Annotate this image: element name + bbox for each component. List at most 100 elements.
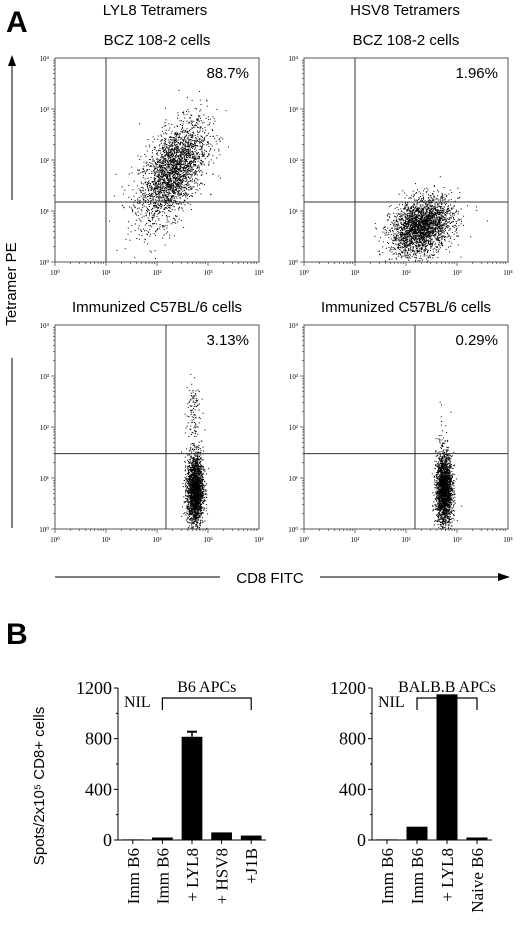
event-dot xyxy=(158,219,160,221)
event-dot xyxy=(191,146,193,148)
event-dot xyxy=(189,153,190,155)
event-dot xyxy=(423,238,425,239)
event-dot xyxy=(153,233,155,235)
event-dot xyxy=(177,162,179,164)
event-dot xyxy=(187,109,189,111)
event-dot xyxy=(439,222,441,224)
event-dot xyxy=(442,224,444,226)
event-dot xyxy=(178,203,180,205)
event-dot xyxy=(186,171,188,173)
event-dot xyxy=(394,229,396,231)
event-dot xyxy=(170,199,172,201)
event-dot xyxy=(140,209,142,210)
event-dot xyxy=(115,173,117,175)
event-dot xyxy=(400,232,402,234)
event-dot xyxy=(437,235,439,237)
event-dot xyxy=(441,216,443,218)
event-dot xyxy=(167,148,169,150)
event-dot xyxy=(439,236,441,238)
event-dot xyxy=(184,166,186,168)
event-dot xyxy=(438,227,440,229)
x-tick-label: 10² xyxy=(152,269,161,277)
event-dot xyxy=(176,165,178,167)
event-dot xyxy=(170,157,172,159)
event-dot xyxy=(180,148,182,150)
event-dot xyxy=(174,134,176,136)
event-dot xyxy=(414,236,416,238)
event-dot xyxy=(187,132,189,134)
event-dot xyxy=(404,228,406,230)
event-dot xyxy=(425,214,427,215)
event-dot xyxy=(159,162,161,164)
event-dot xyxy=(204,132,206,134)
event-dot xyxy=(155,178,157,180)
event-dot xyxy=(163,175,165,177)
event-dot xyxy=(158,166,160,168)
event-dot xyxy=(429,215,431,217)
event-dot xyxy=(418,232,420,234)
event-dot xyxy=(142,168,144,170)
event-dot xyxy=(187,143,189,145)
event-dot xyxy=(177,188,179,189)
event-dot xyxy=(193,146,195,148)
event-dot xyxy=(172,191,174,193)
event-dot xyxy=(438,217,440,219)
event-dot xyxy=(418,191,420,193)
event-dot xyxy=(430,233,432,235)
event-dot xyxy=(177,152,179,153)
event-dot xyxy=(414,200,416,201)
event-dot xyxy=(180,183,182,184)
event-dot xyxy=(445,223,447,225)
event-dot xyxy=(161,154,162,156)
event-dot xyxy=(190,120,192,122)
event-dot xyxy=(178,135,180,137)
event-dot xyxy=(413,235,415,237)
event-dot xyxy=(170,198,172,200)
event-dot xyxy=(402,224,404,226)
event-dot xyxy=(139,190,141,192)
event-dot xyxy=(416,192,417,194)
event-dot xyxy=(169,188,171,190)
event-dot xyxy=(202,155,204,157)
event-dot xyxy=(149,229,151,231)
event-dot xyxy=(407,226,409,228)
event-dot xyxy=(170,189,171,191)
event-dot xyxy=(444,213,445,215)
event-dot xyxy=(410,233,412,235)
event-dot xyxy=(438,210,440,212)
event-dot xyxy=(421,242,423,243)
event-dot xyxy=(433,210,435,212)
event-dot xyxy=(170,151,171,153)
event-dot xyxy=(203,155,205,157)
event-dot xyxy=(164,200,166,202)
event-dot xyxy=(429,231,431,233)
event-dot xyxy=(178,179,180,181)
event-dot xyxy=(425,232,427,234)
event-dot xyxy=(389,250,391,252)
event-dot xyxy=(430,214,432,216)
event-dot xyxy=(161,170,163,172)
event-dot xyxy=(438,230,440,231)
event-dot xyxy=(138,225,140,227)
event-dot xyxy=(183,150,185,152)
event-dot xyxy=(146,194,148,196)
event-dot xyxy=(154,181,156,183)
event-dot xyxy=(169,173,171,175)
event-dot xyxy=(202,128,204,130)
event-dot xyxy=(423,232,425,234)
event-dot xyxy=(426,239,428,241)
event-dot xyxy=(436,211,438,213)
event-dot xyxy=(191,209,192,210)
event-dot xyxy=(430,237,432,239)
event-dot xyxy=(393,212,395,214)
event-dot xyxy=(190,161,191,163)
event-dot xyxy=(446,225,448,227)
event-dot xyxy=(420,225,422,227)
event-dot xyxy=(178,173,180,175)
event-dot xyxy=(143,161,145,163)
event-dot xyxy=(162,139,164,141)
event-dot xyxy=(419,210,421,212)
event-dot xyxy=(163,207,165,209)
event-dot xyxy=(407,222,409,224)
